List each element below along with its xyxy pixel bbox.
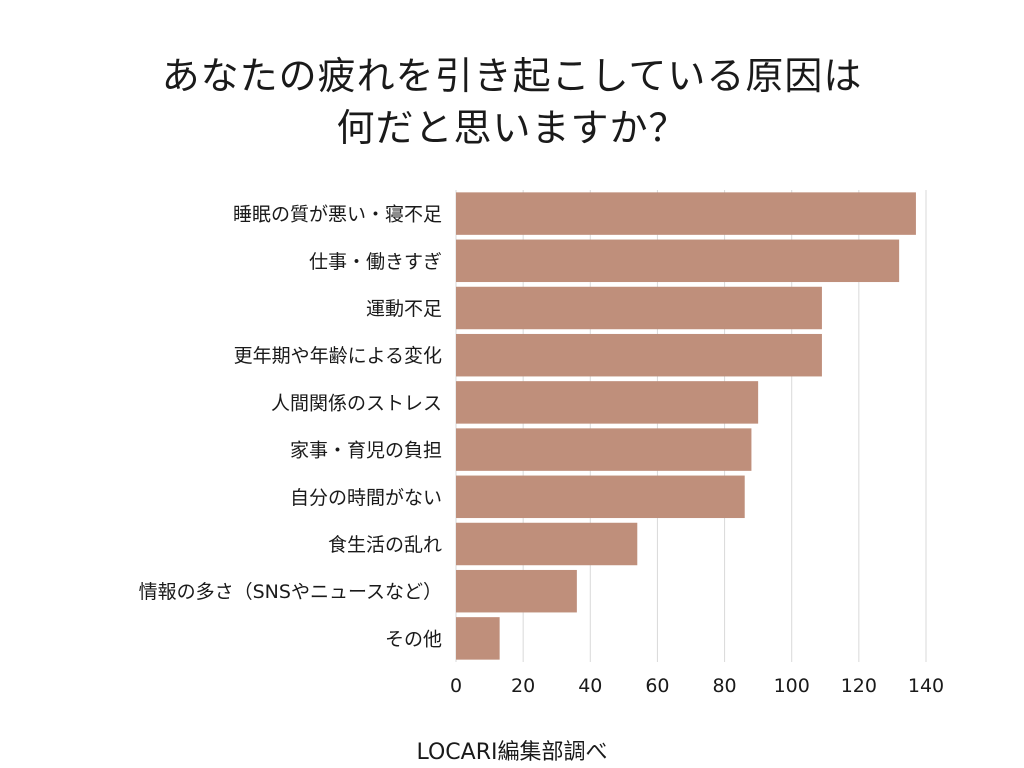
bar — [456, 617, 500, 660]
category-label: 情報の多さ（SNSやニュースなど） — [139, 581, 442, 603]
category-label: 人間関係のストレス — [271, 392, 442, 414]
category-label: 更年期や年齢による変化 — [234, 345, 442, 367]
chart-title: あなたの疲れを引き起こしている原因は 何だと思いますか？ — [0, 50, 1024, 154]
bar — [456, 381, 759, 424]
bar — [456, 475, 745, 519]
source-credit: LOCARI編集部調べ — [416, 740, 608, 765]
category-label: 自分の時間がない — [290, 487, 442, 509]
category-label: その他 — [385, 628, 442, 650]
chart-title-line-2: 何だと思いますか？ — [336, 106, 688, 150]
x-tick-label: 0 — [450, 675, 462, 697]
bar — [456, 522, 638, 566]
x-tick-label: 120 — [841, 675, 877, 697]
x-tick-label: 80 — [712, 675, 736, 697]
x-tick-label: 140 — [908, 675, 944, 697]
x-tick-label: 100 — [774, 675, 810, 697]
bar — [456, 428, 752, 471]
bar — [456, 333, 822, 377]
chart-title-line-1: あなたの疲れを引き起こしている原因は — [161, 54, 863, 98]
bar — [456, 569, 577, 613]
bar — [456, 286, 822, 330]
category-label: 食生活の乱れ — [328, 534, 442, 556]
bar — [456, 239, 900, 283]
bar — [456, 192, 916, 235]
category-label: 家事・育児の負担 — [290, 440, 442, 462]
category-label: 睡眠の質が悪い・寝不足 — [233, 204, 442, 226]
x-tick-label: 40 — [578, 675, 602, 697]
category-label: 運動不足 — [366, 298, 442, 320]
x-tick-label: 60 — [645, 675, 669, 697]
category-label: 仕事・働きすぎ — [309, 251, 442, 273]
x-tick-label: 20 — [511, 675, 535, 697]
